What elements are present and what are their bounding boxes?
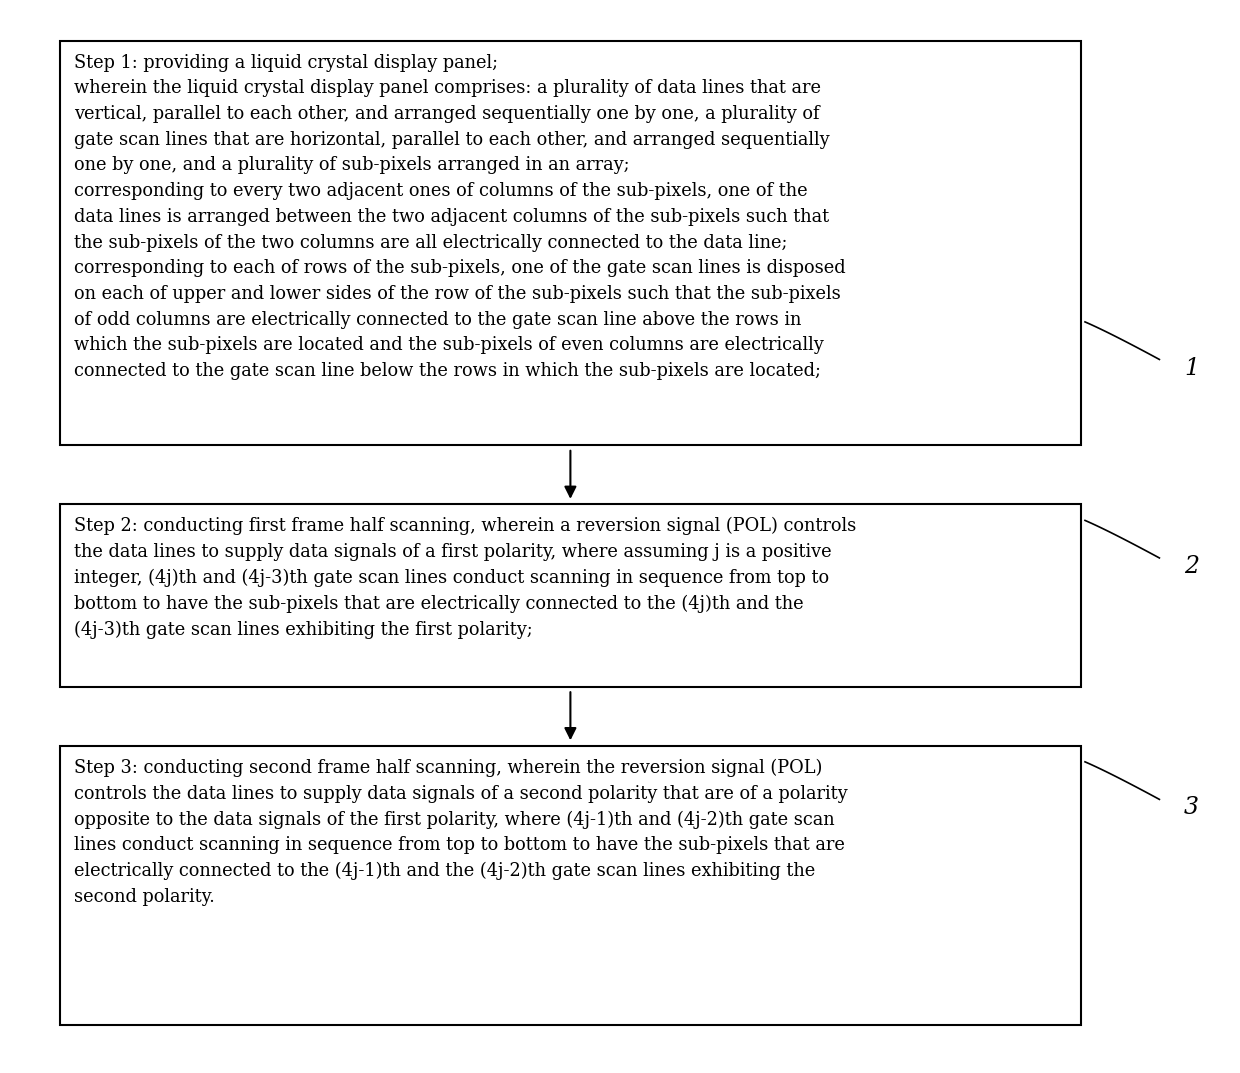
Text: Step 1: providing a liquid crystal display panel;
wherein the liquid crystal dis: Step 1: providing a liquid crystal displ… [74,54,846,380]
Text: 3: 3 [1184,796,1199,820]
Text: 1: 1 [1184,356,1199,380]
Text: Step 2: conducting first frame half scanning, wherein a reversion signal (POL) c: Step 2: conducting first frame half scan… [74,517,857,640]
Text: 2: 2 [1184,555,1199,578]
Text: Step 3: conducting second frame half scanning, wherein the reversion signal (POL: Step 3: conducting second frame half sca… [74,759,848,906]
Bar [60,746,1081,1025]
Bar [60,41,1081,445]
Bar [60,504,1081,687]
